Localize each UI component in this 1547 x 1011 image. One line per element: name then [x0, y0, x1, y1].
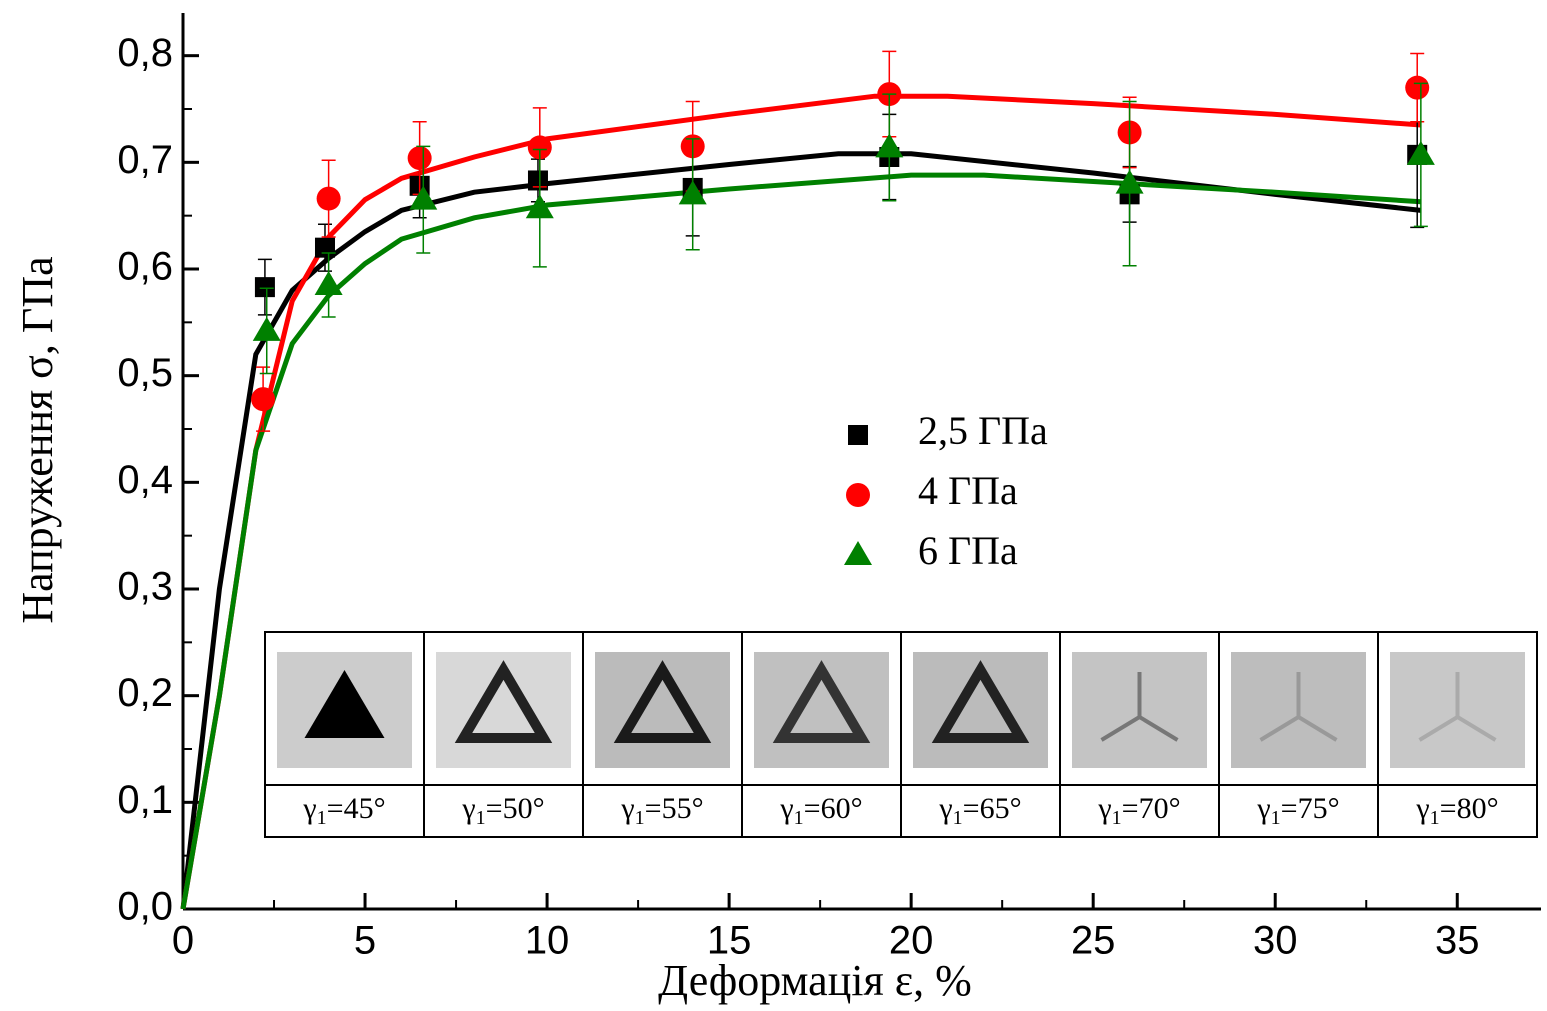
inset-label-symbol: γ — [779, 792, 793, 825]
legend-label: 4 ГПа — [918, 468, 1018, 513]
x-tick-label: 15 — [707, 919, 752, 963]
inset-label-sub: 1 — [317, 807, 327, 829]
x-tick-label: 5 — [354, 919, 376, 963]
y-tick-label: 0,3 — [117, 565, 173, 609]
x-tick-label: 35 — [1435, 919, 1480, 963]
inset-label-symbol: γ — [620, 792, 634, 825]
legend-marker — [844, 541, 872, 565]
inset-label: γ1=60° — [779, 792, 862, 829]
inset-label-symbol: γ — [1097, 792, 1111, 825]
inset-label-rest: =60° — [804, 792, 863, 825]
x-tick-label: 30 — [1253, 919, 1298, 963]
inset-label-sub: 1 — [476, 807, 486, 829]
inset-label-rest: =45° — [327, 792, 386, 825]
data-point — [407, 146, 432, 171]
inset-label: γ1=70° — [1097, 792, 1180, 829]
inset-label: γ1=50° — [461, 792, 544, 829]
indent-triangle — [931, 660, 1030, 743]
y-tick-label: 0,4 — [117, 458, 173, 502]
inset-label-sub: 1 — [1271, 807, 1281, 829]
y-tick-label: 0,5 — [117, 351, 173, 395]
legend-label: 6 ГПа — [918, 528, 1018, 573]
fit-curve — [180, 172, 1422, 910]
legend-label: 2,5 ГПа — [918, 408, 1048, 453]
indent-triangle — [613, 660, 712, 743]
indent-triangle — [454, 660, 553, 743]
data-point — [251, 387, 276, 412]
y-tick-label: 0,7 — [117, 138, 173, 182]
data-point — [678, 180, 707, 205]
x-tick-label: 25 — [1071, 919, 1116, 963]
data-point — [527, 170, 548, 191]
y-axis-label: Напруження σ, ГПа — [13, 256, 62, 623]
x-tick-label: 0 — [172, 919, 194, 963]
inset-label: γ1=55° — [620, 792, 703, 829]
data-point — [314, 237, 335, 258]
inset-label: γ1=65° — [938, 792, 1021, 829]
inset-label: γ1=45° — [302, 792, 385, 829]
data-point — [316, 186, 341, 211]
indent-triangle — [772, 660, 871, 743]
indent-trace — [1259, 672, 1338, 742]
y-tick-label: 0,1 — [117, 778, 173, 822]
y-tick-label: 0,0 — [117, 885, 173, 929]
data-point — [1405, 75, 1430, 100]
y-tick-label: 0,2 — [117, 671, 173, 715]
data-point — [525, 194, 554, 219]
y-tick-label: 0,8 — [117, 31, 173, 75]
inset-label-sub: 1 — [794, 807, 804, 829]
x-tick-label: 20 — [889, 919, 934, 963]
inset-label-rest: =65° — [963, 792, 1022, 825]
inset-label-sub: 1 — [1430, 807, 1440, 829]
data-point — [1115, 169, 1144, 194]
data-point — [527, 135, 552, 160]
data-point — [254, 277, 275, 298]
data-point — [409, 185, 438, 210]
y-tick-label: 0,6 — [117, 245, 173, 289]
inset-label-sub: 1 — [953, 807, 963, 829]
inset-label: γ1=80° — [1415, 792, 1498, 829]
inset-label-symbol: γ — [302, 792, 316, 825]
inset-label-rest: =70° — [1122, 792, 1181, 825]
legend-marker — [848, 425, 868, 445]
indent-triangle — [304, 670, 385, 738]
inset-label-rest: =50° — [486, 792, 545, 825]
indent-trace — [1418, 672, 1497, 742]
data-point — [252, 316, 281, 341]
data-point — [1406, 140, 1435, 165]
x-tick-label: 10 — [525, 919, 570, 963]
inset-label-rest: =80° — [1440, 792, 1499, 825]
legend-marker — [846, 483, 870, 507]
inset-label-symbol: γ — [461, 792, 475, 825]
inset-label-sub: 1 — [1112, 807, 1122, 829]
inset-label-symbol: γ — [1256, 792, 1270, 825]
inset-label: γ1=75° — [1256, 792, 1339, 829]
inset-label-symbol: γ — [938, 792, 952, 825]
inset-label-rest: =55° — [645, 792, 704, 825]
inset-label-sub: 1 — [635, 807, 645, 829]
inset-label-symbol: γ — [1415, 792, 1429, 825]
data-point — [875, 133, 904, 158]
inset-label-rest: =75° — [1281, 792, 1340, 825]
x-axis-label: Деформація ε, % — [658, 956, 972, 1005]
data-point — [314, 271, 343, 295]
indent-trace — [1100, 672, 1179, 742]
